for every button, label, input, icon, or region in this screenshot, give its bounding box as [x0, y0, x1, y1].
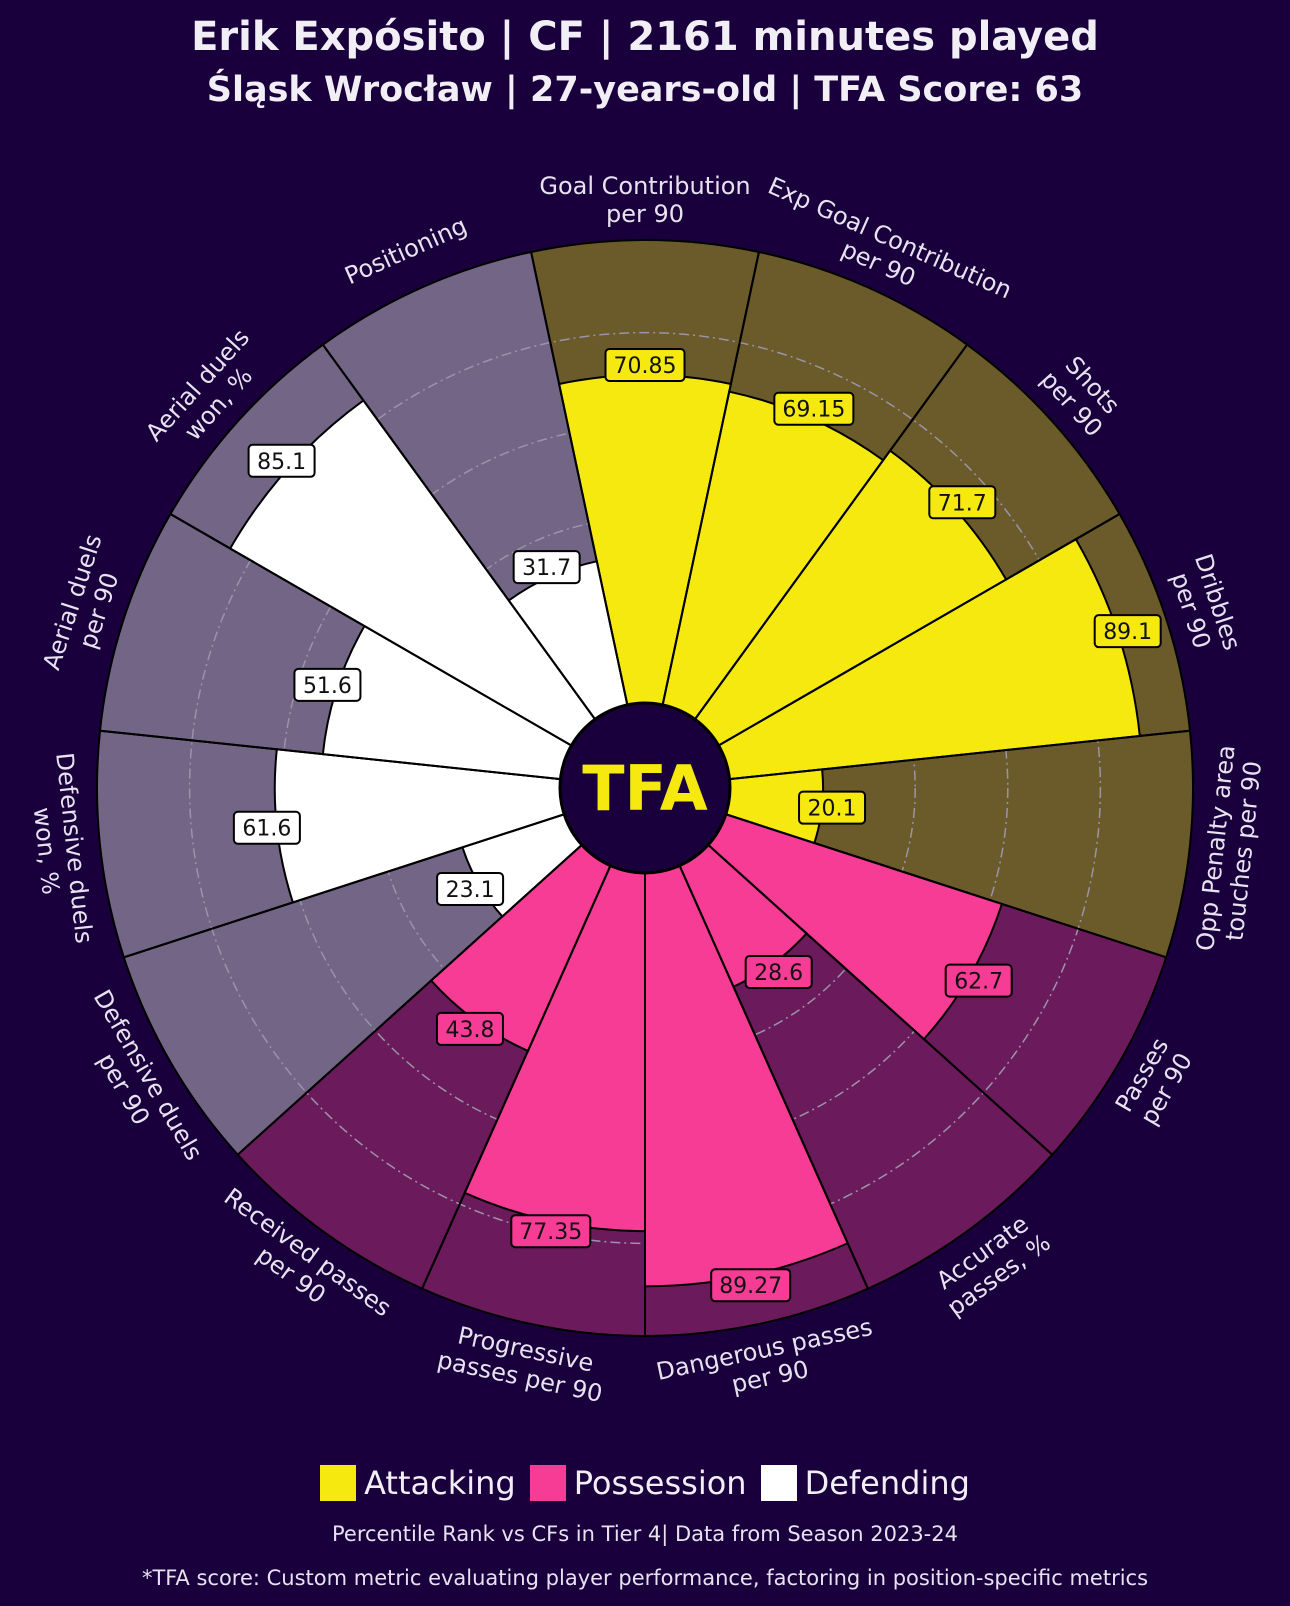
value-label-box [944, 963, 1013, 998]
value-label-box [773, 391, 855, 426]
slice-divider [644, 787, 1053, 1156]
legend-item-defending: Defending [760, 1464, 970, 1502]
slice-divider [237, 787, 646, 1156]
value-label: 77.35 [519, 1220, 582, 1245]
slice-divider [123, 787, 646, 959]
slice-divider [169, 513, 646, 789]
center-circle [558, 701, 732, 875]
value-label: 62.7 [954, 970, 1003, 995]
legend-item-attacking: Attacking [320, 1464, 516, 1502]
slice-divider [421, 787, 646, 1290]
legend-swatch-defending [760, 1465, 797, 1501]
slice-divider [644, 251, 760, 789]
slice-label-text: Goal Contribution per 90 [539, 172, 750, 228]
legend-swatch-possession [529, 1465, 566, 1501]
legend-swatch-attacking [320, 1465, 357, 1501]
value-label: 51.6 [303, 674, 352, 699]
slice-label: Goal Contribution per 90 [539, 172, 750, 228]
value-label: 70.85 [614, 354, 677, 379]
legend: Attacking Possession Defending [0, 1464, 1290, 1502]
slice-label-text: Defensive duelswon, % [22, 751, 98, 948]
slice-divider [644, 513, 1121, 789]
value-label-box [436, 871, 505, 906]
value-label-box [1093, 614, 1162, 649]
value-label: 28.6 [754, 961, 803, 986]
value-label-box [510, 1214, 592, 1249]
slice-divider [530, 251, 646, 789]
legend-item-possession: Possession [529, 1464, 747, 1502]
slice-label: Defensive duelswon, % [22, 751, 98, 948]
slice-label-line: Goal Contribution [539, 172, 750, 200]
slice-divider [644, 729, 1191, 789]
legend-label: Possession [573, 1464, 747, 1502]
value-label: 89.27 [719, 1274, 782, 1299]
value-label-box [928, 485, 997, 520]
footer-disclaimer: *TFA score: Custom metric evaluating pla… [141, 1566, 1149, 1590]
slice-divider [99, 729, 646, 789]
slice-divider [322, 344, 646, 789]
value-label: 85.1 [257, 450, 306, 475]
footer-note: Percentile Rank vs CFs in Tier 4| Data f… [331, 1522, 958, 1546]
value-label-box [247, 443, 316, 478]
value-label: 31.7 [522, 556, 571, 581]
chart-subtitle: Śląsk Wrocław | 27-years-old | TFA Score… [206, 70, 1084, 110]
value-label: 89.1 [1103, 620, 1152, 645]
tfa-logo: TFA [582, 752, 708, 825]
value-label: 23.1 [446, 878, 495, 903]
value-label-box [710, 1268, 792, 1303]
value-label: 69.15 [782, 398, 845, 423]
value-label-box [798, 790, 867, 825]
slice-label: Opp Penalty areatouches per 90 [1191, 744, 1268, 955]
value-label: 61.6 [242, 817, 291, 842]
slice-divider [644, 787, 1167, 959]
value-label-box [293, 667, 362, 702]
value-label-box [435, 1011, 504, 1046]
legend-label: Attacking [364, 1464, 516, 1502]
value-label: 20.1 [808, 797, 857, 822]
value-label-box [744, 954, 813, 989]
slice-divider [644, 787, 869, 1290]
value-label-box [512, 550, 581, 585]
legend-label: Defending [804, 1464, 970, 1502]
pizza-chart: TFA 70.85 69.15 71.7 89.1 20.1 62.7 28.6 89.27 77… [22, 172, 1268, 1408]
chart-title: Erik Expósito | CF | 2161 minutes played [191, 14, 1099, 60]
slice-label-line: per 90 [606, 200, 684, 228]
value-label: 43.8 [445, 1018, 494, 1043]
slice-label-text: Opp Penalty areatouches per 90 [1191, 744, 1268, 955]
slice-divider [644, 344, 968, 789]
value-label-box [232, 810, 301, 845]
value-label-box [604, 347, 686, 382]
value-label: 71.7 [938, 491, 987, 516]
